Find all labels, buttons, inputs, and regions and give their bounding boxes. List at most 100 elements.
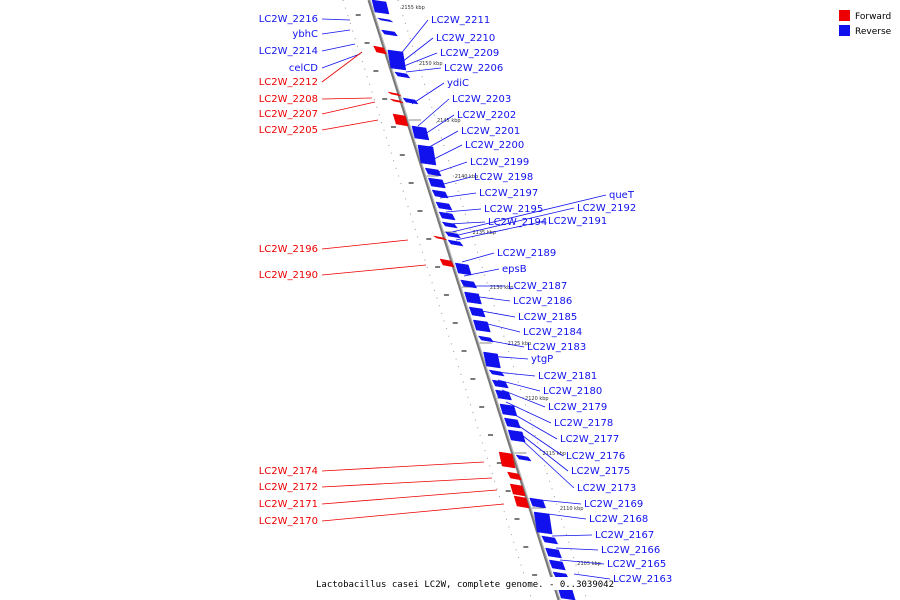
forward-gene xyxy=(513,495,530,509)
forward-gene xyxy=(373,45,388,55)
gene-label: LC2W_2208 xyxy=(259,94,318,105)
reverse-gene xyxy=(488,369,505,377)
reverse-guide-track xyxy=(397,0,588,600)
reverse-gene xyxy=(491,379,509,389)
gene-label: LC2W_2167 xyxy=(595,530,654,541)
leader-line xyxy=(321,53,361,69)
gene-label: LC2W_2189 xyxy=(497,248,556,259)
leader-line xyxy=(399,19,429,56)
gene-label: LC2W_2175 xyxy=(571,466,630,477)
leader-line xyxy=(447,221,486,225)
gene-label: LC2W_2173 xyxy=(577,483,636,494)
scale-tick-label: 2105 kbp xyxy=(577,561,601,567)
gene-label: queT xyxy=(609,190,635,201)
caption-background xyxy=(312,577,586,590)
gene-label: LC2W_2203 xyxy=(452,94,511,105)
reverse-gene xyxy=(431,189,449,199)
forward-gene xyxy=(433,235,447,241)
leader-line xyxy=(321,101,376,115)
reverse-gene xyxy=(454,262,472,276)
reverse-gene xyxy=(387,49,407,71)
gene-label: LC2W_2216 xyxy=(259,14,318,25)
reverse-gene xyxy=(427,177,446,189)
gene-label: LC2W_2198 xyxy=(474,172,533,183)
reverse-gene xyxy=(541,535,559,545)
leader-line xyxy=(505,401,552,424)
genome-backbone xyxy=(367,0,561,600)
reverse-gene xyxy=(483,351,501,369)
leader-line xyxy=(451,194,607,233)
gene-label: LC2W_2185 xyxy=(518,312,577,323)
gene-label: LC2W_2171 xyxy=(259,499,318,510)
gene-label: LC2W_2186 xyxy=(513,296,572,307)
forward-gene xyxy=(387,91,402,97)
gene-label: ydiC xyxy=(447,78,469,89)
leader-line xyxy=(517,431,569,472)
leader-line xyxy=(555,547,599,551)
leader-line xyxy=(515,423,564,457)
gene-label: LC2W_2207 xyxy=(259,109,318,120)
leader-line xyxy=(321,18,351,21)
leader-line xyxy=(405,67,442,73)
leader-line xyxy=(321,264,427,276)
leader-line xyxy=(461,252,495,263)
leader-line xyxy=(321,29,351,35)
reverse-gene xyxy=(515,454,532,462)
leader-line xyxy=(439,192,477,199)
gene-label: LC2W_2212 xyxy=(259,77,318,88)
gene-label: LC2W_2177 xyxy=(560,434,619,445)
reverse-gene xyxy=(468,306,486,318)
scale-tick-label: 2110 kbp xyxy=(560,506,584,512)
leader-line xyxy=(521,439,575,489)
reverse-gene xyxy=(503,417,521,429)
legend-label-forward: Forward xyxy=(855,12,891,22)
reverse-gene xyxy=(441,221,458,229)
gene-label: LC2W_2176 xyxy=(566,451,625,462)
leader-line xyxy=(321,51,363,83)
leader-line xyxy=(321,119,379,131)
leader-line xyxy=(321,43,356,52)
legend-label-reverse: Reverse xyxy=(855,27,892,37)
gene-label: LC2W_2202 xyxy=(457,110,516,121)
gene-label: LC2W_2201 xyxy=(461,126,520,137)
forward-gene xyxy=(498,451,516,469)
leader-line xyxy=(487,355,529,360)
gene-label: celCD xyxy=(289,63,318,74)
leader-line xyxy=(321,503,505,522)
leader-line xyxy=(497,379,541,392)
gene-label: LC2W_2184 xyxy=(523,327,582,338)
gene-label: LC2W_2195 xyxy=(484,204,543,215)
reverse-gene xyxy=(438,211,456,221)
gene-label: LC2W_2214 xyxy=(259,46,318,57)
gene-label: LC2W_2168 xyxy=(589,514,648,525)
reverse-gene xyxy=(424,167,442,177)
leader-line xyxy=(401,37,434,63)
scale-tick-label: 2135 kbp xyxy=(472,230,496,236)
scale-tick-label: 2120 kbp xyxy=(525,396,549,402)
gene-label: LC2W_2199 xyxy=(470,157,529,168)
gene-label: LC2W_2180 xyxy=(543,386,602,397)
reverse-gene xyxy=(444,231,462,239)
reverse-gene xyxy=(411,125,430,141)
forward-gene xyxy=(392,113,409,127)
reverse-gene xyxy=(545,547,562,559)
reverse-gene xyxy=(435,201,453,211)
forward-gene xyxy=(507,471,522,481)
scale-tick-label: 2130 kbp xyxy=(490,285,514,291)
gene-label: LC2W_2194 xyxy=(488,217,547,228)
leader-line xyxy=(445,208,482,213)
gene-label: LC2W_2178 xyxy=(554,418,613,429)
leader-line xyxy=(547,513,587,520)
leader-line xyxy=(471,295,511,302)
gene-label: LC2W_2192 xyxy=(577,203,636,214)
leader-line xyxy=(321,97,373,100)
reverse-gene xyxy=(377,17,393,23)
reverse-gene xyxy=(447,239,464,247)
gene-label: LC2W_2166 xyxy=(601,545,660,556)
gene-label: LC2W_2191 xyxy=(548,216,607,227)
legend-swatch-reverse xyxy=(839,25,850,36)
legend-swatch-forward xyxy=(839,10,850,21)
scale-tick-label: 2145 kbp xyxy=(437,118,461,124)
leader-line xyxy=(475,309,516,318)
gene-labels: LC2W_2216 ybhC LC2W_2214 celCD LC2W_2212 LC2W… xyxy=(259,14,673,585)
